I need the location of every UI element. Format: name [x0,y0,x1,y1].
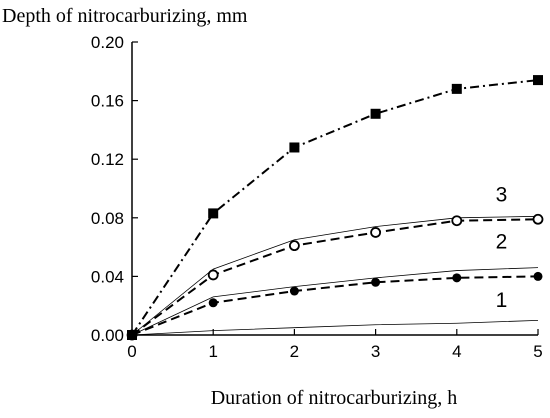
x-tick-label: 0 [127,342,136,361]
series-line-3 [131,215,539,336]
data-point-open-circle [451,215,463,227]
curve-label-3: 3 [496,184,508,207]
data-point-open-circle [532,213,544,225]
series-line-4 [131,275,539,336]
data-point-square [370,108,381,119]
x-tick-label: 1 [208,342,217,361]
data-point-filled-circle [533,271,543,281]
data-point-open-circle [288,240,300,252]
y-tick-label: 0.16 [91,92,124,111]
series-line-1 [131,79,539,336]
x-tick-label: 4 [452,342,461,361]
series-line-2 [131,218,539,336]
data-point-square [289,142,300,153]
data-point-filled-circle [452,273,462,283]
x-tick-label: 3 [371,342,380,361]
plot-area: 0.00 0.04 0.08 0.12 0.16 0.20 0 1 2 3 4 5 3 2 1 [91,33,544,361]
y-tick-label: 0.08 [91,209,124,228]
data-point-filled-circle [208,298,218,308]
curve-label-1: 1 [496,289,508,312]
y-tick-label: 0.12 [91,150,124,169]
y-tick-label: 0.20 [91,33,124,52]
y-tick-label: 0.00 [91,326,124,345]
x-axis-label: Duration of nitrocarburizing, h [211,387,458,409]
data-point-square [533,75,543,86]
data-point-filled-circle [289,286,299,296]
data-point-square [451,83,462,94]
x-tick-label: 2 [290,342,299,361]
x-tick-label: 5 [533,342,542,361]
series-line-6 [131,319,539,336]
data-point-square [208,208,219,219]
data-point-open-circle [370,227,382,238]
data-point-filled-circle [371,277,381,287]
series-line-5 [131,267,539,336]
curve-label-2: 2 [496,231,508,254]
data-point-open-circle [207,269,219,281]
origin-marker [127,330,137,340]
y-tick-label: 0.04 [91,267,124,286]
y-axis-label: Depth of nitrocarburizing, mm [2,5,248,27]
